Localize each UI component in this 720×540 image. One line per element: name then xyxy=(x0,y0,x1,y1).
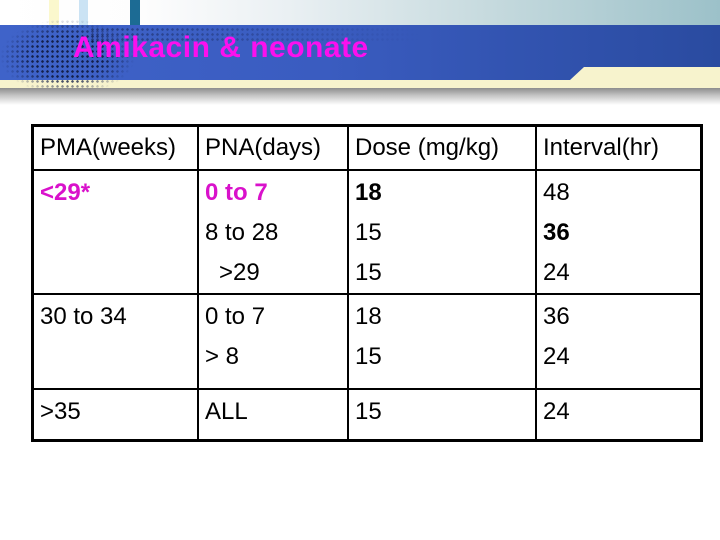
dose-line: 15 xyxy=(355,343,382,370)
pna-line: >29 xyxy=(219,259,260,286)
cell-interval-row2: 36 24 xyxy=(537,295,700,390)
cell-pma-row1: <29* xyxy=(34,171,199,295)
cell-pna-row2: 0 to 7 > 8 xyxy=(199,295,349,390)
dose-line: 15 xyxy=(355,219,382,246)
dosing-table: PMA(weeks) PNA(days) Dose (mg/kg) Interv… xyxy=(31,124,703,442)
dose-line: 15 xyxy=(355,259,382,286)
cell-interval-row3: 24 xyxy=(537,390,700,439)
halftone-dots-band xyxy=(90,27,420,41)
header-interval: Interval(hr) xyxy=(537,127,700,171)
cell-pna-row3: ALL xyxy=(199,390,349,439)
top-decorative-band xyxy=(0,0,720,25)
light-blue-stripe xyxy=(79,0,88,25)
interval-line: 24 xyxy=(543,259,570,286)
cell-pma-row2: 30 to 34 xyxy=(34,295,199,390)
pna-line: 8 to 28 xyxy=(205,219,279,246)
teal-stripe xyxy=(130,0,140,25)
interval-line: 36 xyxy=(543,303,570,330)
cell-pna-row1: 0 to 7 8 to 28 >29 xyxy=(199,171,349,295)
interval-line: 36 xyxy=(543,219,570,246)
pma-value: >35 xyxy=(40,398,81,425)
cell-interval-row1: 48 36 24 xyxy=(537,171,700,295)
dose-line: 15 xyxy=(355,398,382,425)
pna-line: 0 to 7 xyxy=(205,179,268,206)
cell-pma-row3: >35 xyxy=(34,390,199,439)
pma-value: <29* xyxy=(40,179,91,206)
cell-dose-row2: 18 15 xyxy=(349,295,537,390)
cell-dose-row3: 15 xyxy=(349,390,537,439)
pna-line: 0 to 7 xyxy=(205,303,266,330)
slide-title: Amikacin & neonate xyxy=(73,31,369,64)
banner-shadow xyxy=(0,88,720,105)
interval-line: 48 xyxy=(543,179,570,206)
dose-line: 18 xyxy=(355,179,382,206)
yellow-stripe xyxy=(49,0,59,25)
title-banner: Amikacin & neonate xyxy=(0,19,720,95)
header-pma: PMA(weeks) xyxy=(34,127,199,171)
dose-line: 18 xyxy=(355,303,382,330)
cell-dose-row1: 18 15 15 xyxy=(349,171,537,295)
pna-line: > 8 xyxy=(205,343,240,370)
pna-line: ALL xyxy=(205,398,248,425)
interval-line: 24 xyxy=(543,343,570,370)
pma-value: 30 to 34 xyxy=(40,303,127,330)
header-dose: Dose (mg/kg) xyxy=(349,127,537,171)
header-pna: PNA(days) xyxy=(199,127,349,171)
interval-line: 24 xyxy=(543,398,570,425)
